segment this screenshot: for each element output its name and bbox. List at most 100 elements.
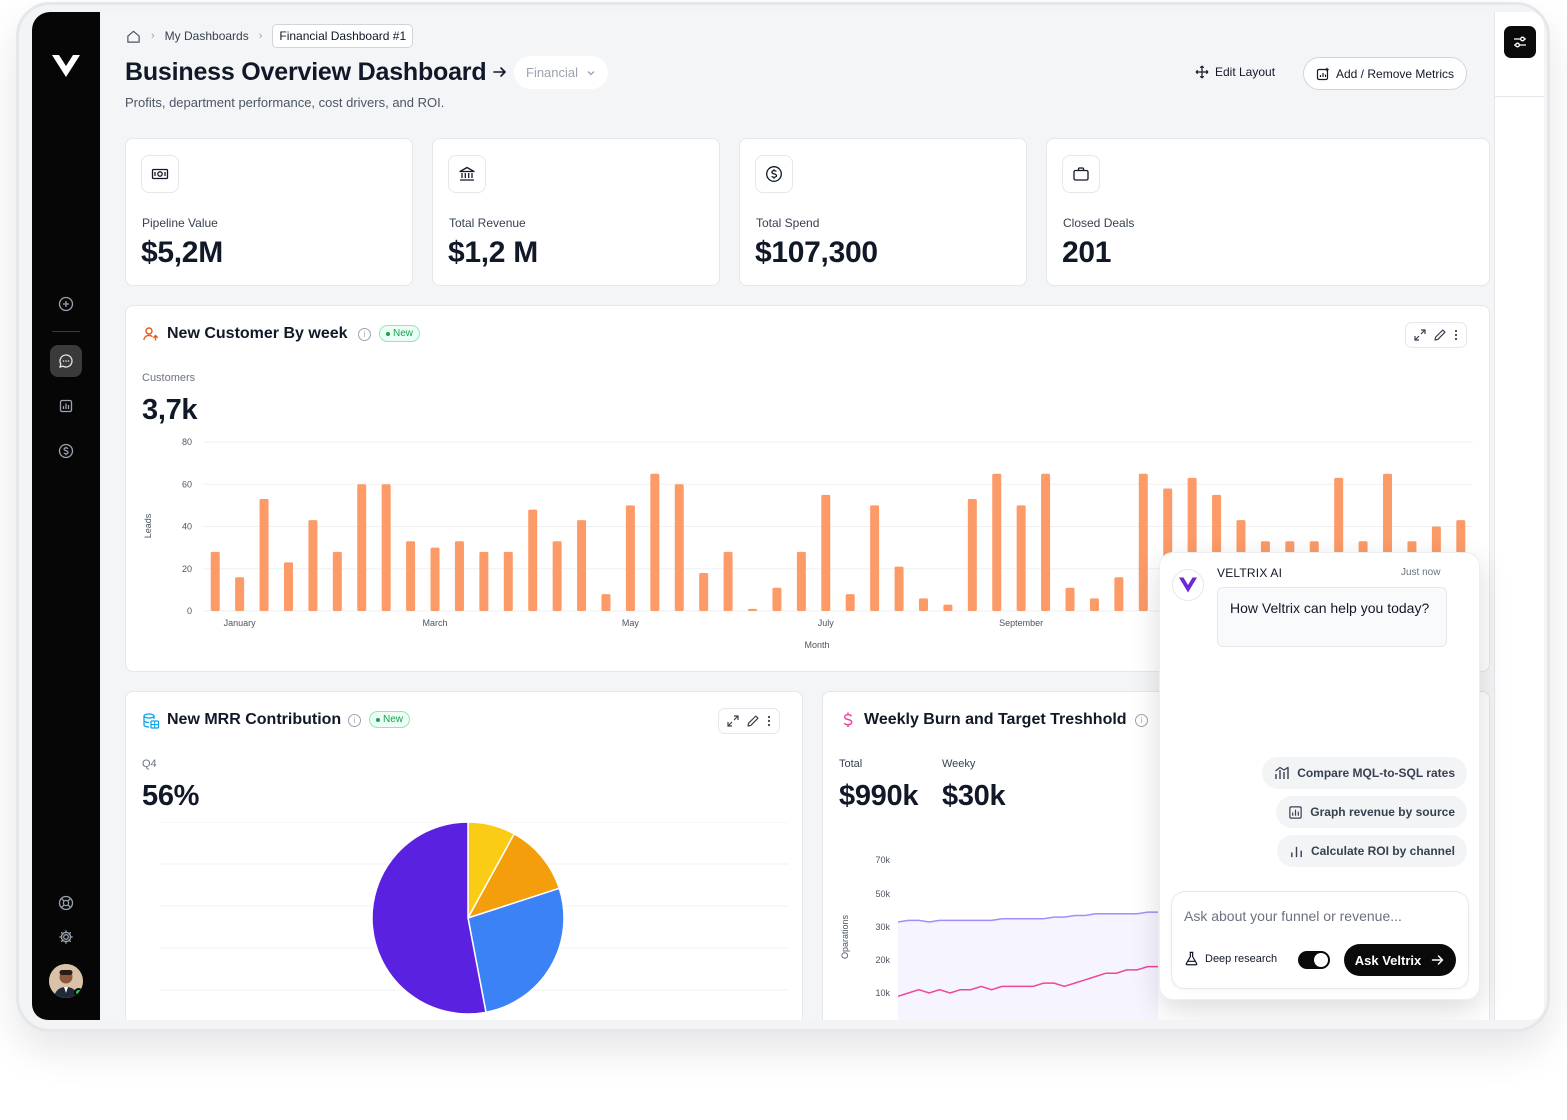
kpi-card-spend[interactable]: Total Spend $107,300	[739, 138, 1027, 286]
panel-title: New MRR Contribution	[167, 711, 342, 728]
x-tick-label: July	[818, 618, 835, 628]
sidebar	[32, 12, 100, 1020]
bar	[406, 541, 416, 611]
more-vertical-icon[interactable]	[766, 714, 772, 728]
kpi-value: $5,2M	[141, 236, 223, 269]
panel-toolbar	[718, 708, 780, 734]
online-status-dot	[74, 988, 83, 997]
bar	[308, 520, 318, 611]
suggestion-label: Compare MQL-to-SQL rates	[1297, 766, 1455, 780]
breadcrumb-current[interactable]: Financial Dashboard #1	[272, 24, 414, 48]
bar	[918, 598, 928, 611]
suggestion-calculate-roi[interactable]: Calculate ROI by channel	[1276, 835, 1467, 867]
edit-layout-label: Edit Layout	[1215, 65, 1276, 79]
veltrix-logo[interactable]	[50, 52, 82, 80]
dollar-circle-icon	[766, 166, 782, 182]
pie-slice	[466, 832, 561, 920]
sidebar-item-analytics[interactable]	[50, 390, 82, 422]
ask-veltrix-button[interactable]: Ask Veltrix	[1344, 944, 1456, 976]
panel-title: New Customer By week	[167, 325, 348, 342]
expand-icon[interactable]	[726, 714, 740, 728]
bar	[894, 566, 904, 611]
weekly-value: $30k	[942, 780, 1006, 812]
x-axis-label: Month	[804, 640, 829, 650]
suggestion-compare-mql[interactable]: Compare MQL-to-SQL rates	[1262, 757, 1467, 789]
bar	[943, 604, 953, 611]
kpi-card-revenue[interactable]: Total Revenue $1,2 M	[432, 138, 720, 286]
deep-research-toggle[interactable]	[1298, 951, 1330, 969]
expand-icon[interactable]	[1413, 328, 1427, 342]
bar	[454, 541, 464, 611]
suggestion-label: Graph revenue by source	[1310, 805, 1455, 819]
more-vertical-icon[interactable]	[1453, 328, 1459, 342]
kpi-card-pipeline[interactable]: Pipeline Value $5,2M	[125, 138, 413, 286]
bar	[821, 494, 831, 611]
sidebar-add-button[interactable]	[50, 288, 82, 320]
info-icon[interactable]: i	[358, 328, 371, 341]
move-arrows-icon	[1195, 65, 1209, 79]
chevron-right-icon: ›	[258, 30, 263, 42]
y-axis-label: Leads	[143, 513, 153, 538]
pencil-icon[interactable]	[1433, 328, 1447, 342]
bar	[357, 484, 367, 611]
suggestion-label: Calculate ROI by channel	[1310, 844, 1455, 858]
funnel-chart-icon	[1275, 766, 1290, 779]
series-line	[897, 911, 1158, 923]
bar	[650, 473, 660, 611]
briefcase-icon	[1073, 167, 1089, 181]
bar	[381, 484, 391, 611]
y-tick-label: 20	[182, 564, 192, 574]
bar	[283, 562, 293, 611]
y-tick-label: 50k	[875, 889, 890, 899]
chart-add-icon	[1316, 67, 1329, 80]
kpi-card-deals[interactable]: Closed Deals 201	[1046, 138, 1490, 286]
new-badge: New	[379, 325, 421, 342]
avatar[interactable]	[49, 964, 83, 998]
new-badge-label: New	[383, 714, 404, 725]
assistant-message: How Veltrix can help you today?	[1217, 587, 1447, 647]
bar	[552, 541, 562, 611]
sidebar-help-button[interactable]	[50, 887, 82, 919]
bar	[503, 551, 513, 611]
mrr-panel: New MRR Contribution i New Q4 56%	[125, 691, 803, 1020]
y-tick-label: 20k	[875, 955, 890, 965]
sidebar-item-finance[interactable]	[50, 435, 82, 467]
metric-value: 3,7k	[142, 394, 198, 426]
pie-slice	[371, 822, 487, 1015]
series-line	[897, 965, 1158, 998]
info-icon[interactable]: i	[1135, 714, 1148, 727]
bar-chart-icon	[59, 399, 73, 413]
y-tick-label: 30k	[875, 922, 890, 932]
add-remove-metrics-button[interactable]: Add / Remove Metrics	[1303, 57, 1468, 90]
info-icon[interactable]: i	[348, 714, 361, 727]
deep-research-option[interactable]: Deep research	[1184, 951, 1277, 966]
category-label: Financial	[526, 65, 579, 80]
bar	[259, 499, 269, 611]
chat-bubble-icon	[59, 354, 73, 368]
sidebar-item-chat[interactable]	[50, 345, 82, 377]
sidebar-divider	[52, 331, 80, 332]
bar	[748, 608, 758, 611]
sidebar-settings-button[interactable]	[50, 921, 82, 953]
bar	[1016, 505, 1026, 611]
pencil-icon[interactable]	[746, 714, 760, 728]
bar	[625, 505, 635, 611]
dollar-sign-icon	[843, 712, 853, 728]
breadcrumb-parent[interactable]: My Dashboards	[164, 29, 249, 43]
veltrix-logo-icon	[1179, 577, 1197, 593]
chat-input[interactable]	[1184, 908, 1454, 924]
new-badge-label: New	[393, 328, 414, 339]
bar	[577, 520, 587, 611]
edit-layout-button[interactable]: Edit Layout	[1195, 65, 1275, 79]
panel-toolbar	[1405, 322, 1467, 348]
bar	[210, 551, 220, 611]
filter-settings-button[interactable]	[1504, 26, 1536, 58]
suggestion-graph-revenue[interactable]: Graph revenue by source	[1276, 796, 1467, 828]
bar	[772, 587, 782, 611]
y-tick-label: 0	[187, 606, 192, 616]
home-icon[interactable]	[126, 29, 141, 44]
arrow-right-icon[interactable]	[492, 64, 508, 80]
category-dropdown[interactable]: Financial	[514, 56, 609, 89]
database-stack-icon	[143, 713, 160, 729]
veltrix-ai-avatar	[1172, 569, 1204, 601]
